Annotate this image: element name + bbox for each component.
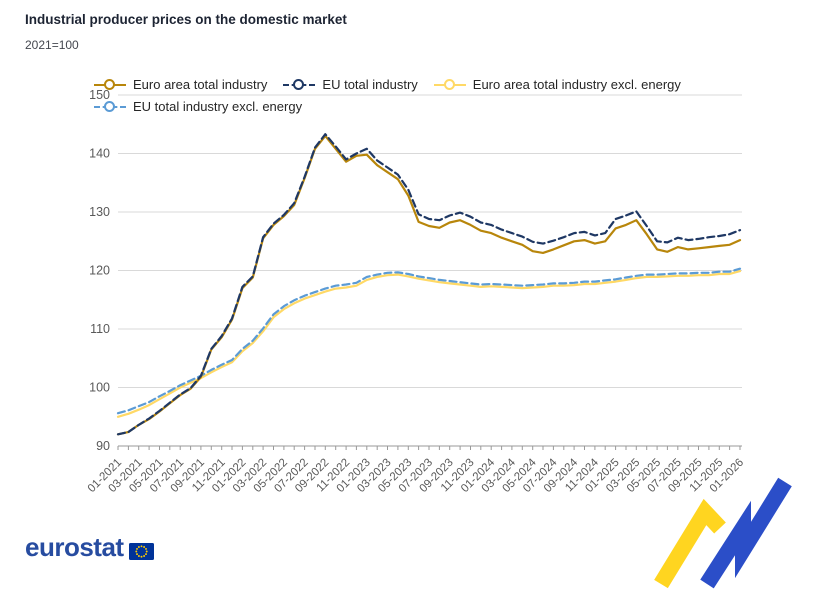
series-line[interactable] [116, 133, 742, 436]
flag-star-icon [144, 553, 147, 556]
legend-label: Euro area total industry [133, 77, 268, 92]
legend-item-eu-total[interactable]: EU total industry [283, 77, 418, 92]
flag-star-icon [142, 555, 145, 557]
legend: Euro area total industry EU total indust… [94, 77, 769, 114]
flag-star-icon [135, 553, 138, 556]
legend-label: EU total industry excl. energy [133, 99, 303, 114]
flag-star-icon [134, 550, 137, 553]
y-tick-label: 120 [89, 264, 110, 278]
legend-marker-icon [433, 79, 466, 90]
legend-marker-icon [94, 101, 126, 112]
eurostat-stripes-motif-icon [654, 477, 792, 589]
flag-star-icon [137, 546, 140, 548]
eu-flag-icon [128, 543, 154, 560]
page-title: Industrial producer prices on the domest… [25, 12, 347, 27]
flag-star-icon [137, 555, 140, 557]
legend-marker-icon [94, 79, 126, 90]
flag-star-icon [140, 545, 143, 548]
legend-item-eu-excl-energy[interactable]: EU total industry excl. energy [94, 99, 302, 114]
flag-star-icon [135, 547, 138, 550]
y-tick-label: 130 [89, 205, 110, 219]
flag-star-icon [145, 550, 148, 553]
y-tick-label: 150 [89, 88, 110, 102]
series-line[interactable] [116, 134, 742, 436]
flag-star-icon [140, 555, 143, 558]
eurostat-logo: eurostat [25, 534, 154, 560]
y-tick-label: 90 [96, 439, 110, 453]
chart-subtitle: 2021=100 [25, 38, 79, 52]
y-tick-label: 110 [90, 322, 110, 336]
flag-star-icon [144, 547, 147, 550]
legend-label: Euro area total industry excl. energy [472, 77, 681, 92]
y-tick-label: 100 [89, 381, 110, 395]
legend-item-euro-area-total[interactable]: Euro area total industry [94, 77, 267, 92]
legend-marker-icon [283, 79, 316, 90]
series-line[interactable] [116, 270, 742, 418]
y-tick-label: 140 [89, 147, 110, 161]
flag-star-icon [142, 546, 145, 548]
legend-label: EU total industry [322, 77, 418, 92]
eurostat-logo-text: eurostat [25, 532, 124, 562]
legend-item-euro-area-excl-energy[interactable]: Euro area total industry excl. energy [433, 77, 681, 92]
series-line[interactable] [116, 267, 742, 415]
